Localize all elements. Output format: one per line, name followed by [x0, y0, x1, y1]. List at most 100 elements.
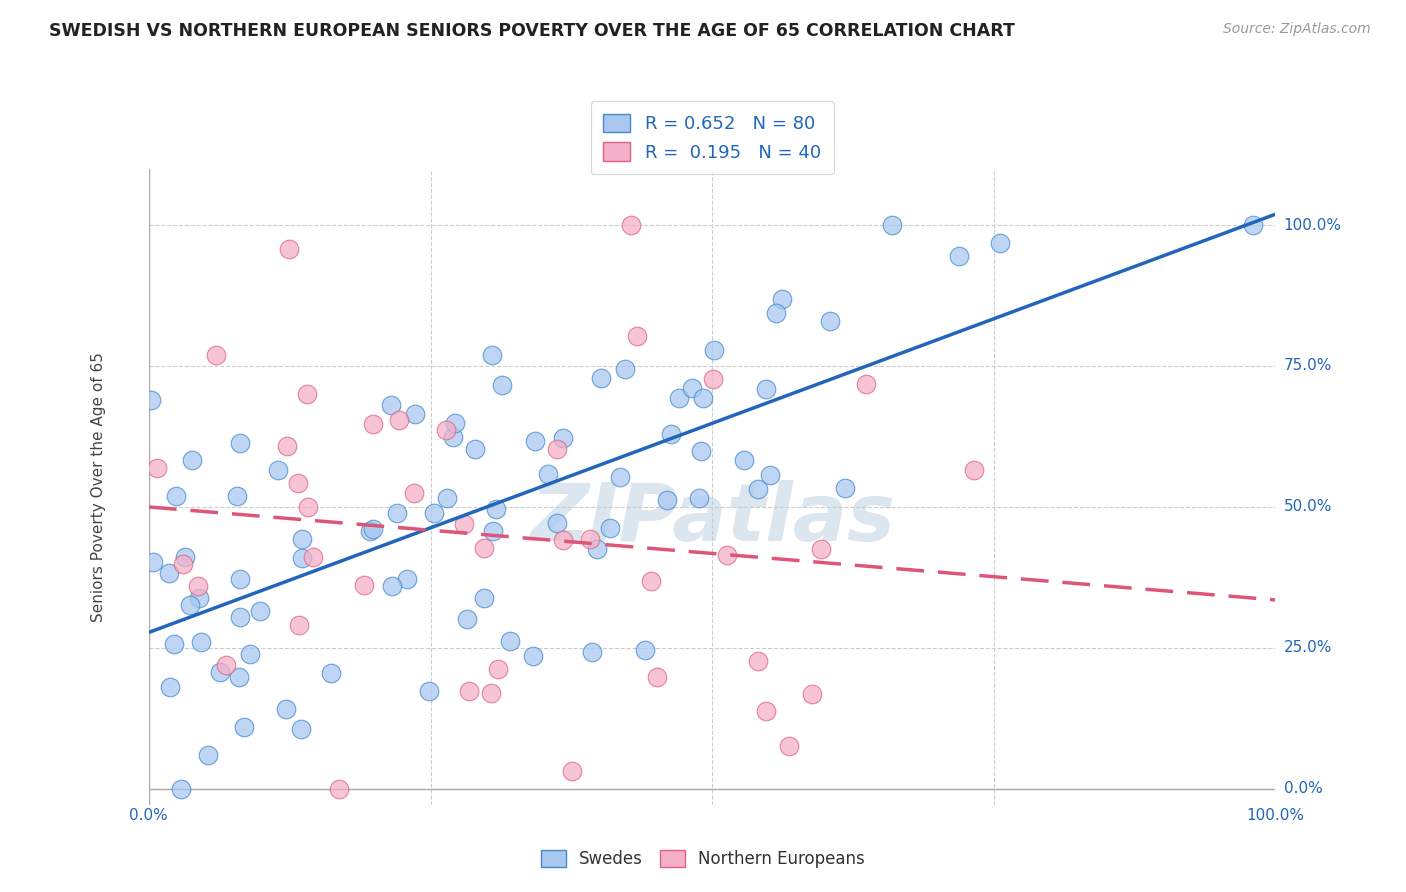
Point — [479, 686, 502, 700]
Point — [634, 643, 657, 657]
Point — [181, 453, 204, 467]
Point — [655, 492, 678, 507]
Point — [388, 413, 411, 427]
Point — [855, 376, 877, 391]
Point — [546, 442, 568, 456]
Text: 100.0%: 100.0% — [1284, 218, 1341, 233]
Point — [551, 533, 574, 547]
Point — [173, 550, 195, 565]
Point — [800, 687, 823, 701]
Point — [522, 649, 544, 664]
Text: 75.0%: 75.0% — [1284, 359, 1331, 374]
Text: 25.0%: 25.0% — [1284, 640, 1331, 655]
Point — [810, 541, 832, 556]
Point — [702, 372, 724, 386]
Text: 50.0%: 50.0% — [1284, 500, 1331, 515]
Point — [645, 670, 668, 684]
Point — [214, 658, 236, 673]
Point — [689, 444, 711, 458]
Point — [613, 361, 636, 376]
Point — [361, 522, 384, 536]
Point — [523, 434, 546, 448]
Point — [381, 578, 404, 592]
Point — [581, 645, 603, 659]
Point — [733, 452, 755, 467]
Point — [464, 442, 486, 456]
Point — [187, 591, 209, 605]
Point — [402, 486, 425, 500]
Point — [159, 680, 181, 694]
Point — [328, 781, 350, 796]
Text: Seniors Poverty Over the Age of 65: Seniors Poverty Over the Age of 65 — [90, 352, 105, 622]
Point — [288, 617, 311, 632]
Point — [834, 482, 856, 496]
Point — [359, 524, 381, 538]
Point — [599, 521, 621, 535]
Point — [553, 431, 575, 445]
Point — [456, 612, 478, 626]
Point — [162, 637, 184, 651]
Point — [157, 566, 180, 580]
Point — [395, 572, 418, 586]
Point — [229, 609, 252, 624]
Point — [197, 748, 219, 763]
Point — [170, 781, 193, 796]
Point — [361, 417, 384, 431]
Point — [228, 670, 250, 684]
Point — [302, 550, 325, 565]
Point — [142, 555, 165, 569]
Text: ZIPatlas: ZIPatlas — [530, 480, 894, 558]
Point — [716, 548, 738, 562]
Point — [290, 723, 312, 737]
Point — [187, 579, 209, 593]
Point — [249, 604, 271, 618]
Point — [609, 470, 631, 484]
Point — [948, 249, 970, 263]
Point — [640, 574, 662, 588]
Point — [297, 500, 319, 514]
Point — [546, 516, 568, 530]
Point — [681, 381, 703, 395]
Point — [457, 683, 479, 698]
Point — [295, 387, 318, 401]
Point — [423, 506, 446, 520]
Point — [472, 541, 495, 556]
Point — [747, 482, 769, 496]
Point — [190, 635, 212, 649]
Point — [205, 348, 228, 362]
Point — [387, 506, 409, 520]
Point — [287, 475, 309, 490]
Point — [481, 348, 503, 362]
Point — [239, 648, 262, 662]
Legend: Swedes, Northern Europeans: Swedes, Northern Europeans — [534, 843, 872, 875]
Point — [353, 578, 375, 592]
Point — [659, 427, 682, 442]
Point — [434, 423, 457, 437]
Point — [319, 665, 342, 680]
Point — [626, 328, 648, 343]
Point — [418, 684, 440, 698]
Point — [765, 306, 787, 320]
Point — [692, 391, 714, 405]
Point — [963, 463, 986, 477]
Point — [668, 391, 690, 405]
Point — [491, 378, 513, 392]
Point — [274, 701, 297, 715]
Text: 0.0%: 0.0% — [1284, 781, 1323, 796]
Point — [589, 371, 612, 385]
Point — [486, 662, 509, 676]
Point — [229, 572, 252, 586]
Point — [770, 292, 793, 306]
Point — [380, 398, 402, 412]
Point — [988, 235, 1011, 250]
Point — [441, 429, 464, 443]
Point — [759, 467, 782, 482]
Point — [472, 591, 495, 605]
Text: SWEDISH VS NORTHERN EUROPEAN SENIORS POVERTY OVER THE AGE OF 65 CORRELATION CHAR: SWEDISH VS NORTHERN EUROPEAN SENIORS POV… — [49, 22, 1015, 40]
Point — [620, 218, 643, 232]
Point — [882, 218, 904, 232]
Point — [146, 461, 169, 475]
Point — [586, 542, 609, 557]
Point — [818, 313, 841, 327]
Point — [703, 343, 725, 358]
